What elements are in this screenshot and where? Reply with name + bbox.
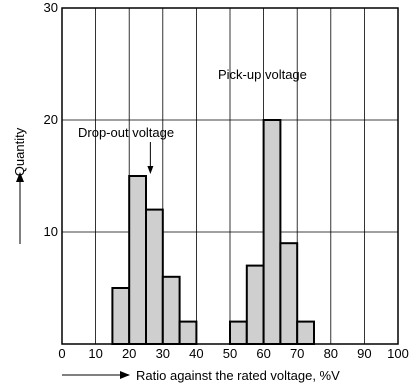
x-axis-arrowhead [120, 371, 130, 379]
x-tick-label-30: 30 [156, 346, 170, 361]
x-tick-label-0: 0 [58, 346, 65, 361]
annotation-drop-out-arrowhead [147, 166, 154, 174]
x-tick-label-100: 100 [387, 346, 409, 361]
bar-series0-bin-15 [111, 287, 131, 345]
bar-series0-bin-30 [161, 275, 181, 345]
bar-series0-bin-35 [178, 320, 198, 346]
bar-series1-bin-60 [262, 119, 282, 345]
annotation-pick-up-voltage: Pick-up voltage [218, 67, 307, 82]
x-axis-label: Ratio against the rated voltage, %V [136, 368, 340, 383]
bar-series0-bin-20 [128, 175, 147, 345]
x-tick-label-50: 50 [223, 346, 237, 361]
x-tick-label-10: 10 [88, 346, 102, 361]
x-tick-label-80: 80 [324, 346, 338, 361]
x-tick-labels: 0 10 20 30 40 50 60 70 80 90 100 [58, 346, 408, 361]
x-tick-label-90: 90 [357, 346, 371, 361]
y-axis-arrowhead [16, 172, 24, 182]
annotation-drop-out-voltage: Drop-out voltage [78, 125, 174, 140]
bar-series1-bin-55 [245, 264, 265, 346]
x-tick-label-60: 60 [256, 346, 270, 361]
bar-series1-bin-65 [279, 242, 299, 345]
x-tick-label-20: 20 [122, 346, 136, 361]
y-tick-labels: 10 20 30 [44, 0, 58, 239]
bar-series0-bin-25 [145, 208, 164, 345]
x-tick-label-40: 40 [189, 346, 203, 361]
y-axis-label: Quantity [12, 127, 27, 176]
bar-series1-bin-50 [229, 320, 248, 346]
y-tick-label-30: 30 [44, 0, 58, 15]
bar-series1-bin-70 [296, 320, 316, 346]
x-tick-label-70: 70 [290, 346, 304, 361]
plot-frame [61, 7, 399, 345]
y-tick-label-20: 20 [44, 112, 58, 127]
y-tick-label-10: 10 [44, 224, 58, 239]
